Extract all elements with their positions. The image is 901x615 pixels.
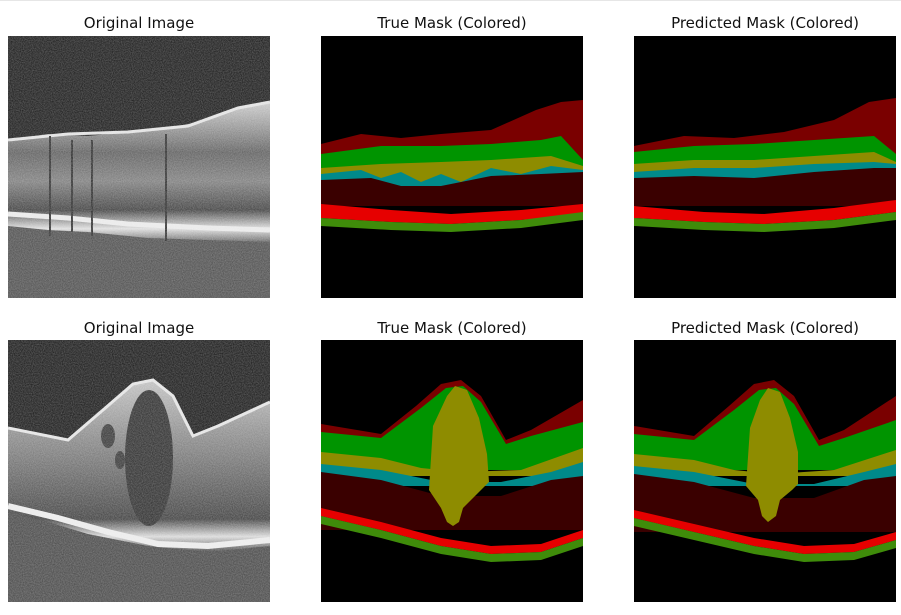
predicted-mask-2: [634, 340, 896, 602]
title-original-image-1: Original Image: [83, 14, 195, 32]
title-true-mask-2: True Mask (Colored): [377, 319, 527, 337]
title-true-mask-1: True Mask (Colored): [377, 14, 527, 32]
title-predicted-mask-1: Predicted Mask (Colored): [671, 14, 859, 32]
predicted-mask-1: [634, 36, 896, 298]
top-divider: [0, 0, 901, 1]
title-predicted-mask-2: Predicted Mask (Colored): [671, 319, 859, 337]
oct-image-1: [8, 36, 270, 298]
oct-image-2: [8, 340, 270, 602]
title-original-image-2: Original Image: [83, 319, 195, 337]
true-mask-2: [321, 340, 583, 602]
true-mask-1: [321, 36, 583, 298]
